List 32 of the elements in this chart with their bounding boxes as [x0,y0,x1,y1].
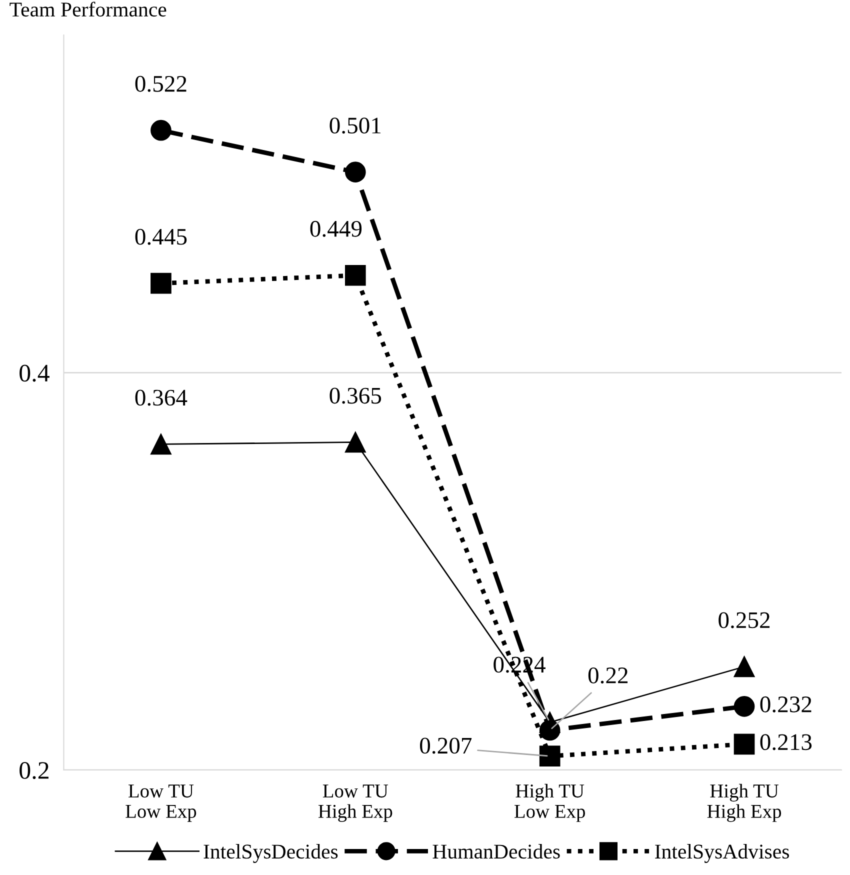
legend-label: IntelSysAdvises [655,844,789,863]
data-label: 0.22 [588,667,628,684]
data-label: 0.501 [330,118,381,134]
y-axis-title: Team Performance [10,2,166,17]
x-tick-label: High TU Low Exp [514,784,585,822]
data-label: 0.365 [330,388,382,404]
y-tick-label: 0.2 [20,762,48,780]
point [344,162,366,182]
data-label: 0.232 [760,696,812,712]
point [150,272,172,294]
data-label: 0.449 [310,220,362,237]
data-label: 0.364 [135,390,188,406]
point [734,734,755,755]
point [539,720,560,741]
y-tick-label: 0.4 [20,364,50,382]
point [344,264,366,286]
point [150,434,172,455]
legend-label: HumanDecides [432,844,560,859]
data-label: 0.207 [420,738,472,754]
data-label: 0.252 [718,612,770,628]
x-tick-label: Low TU High Exp [318,784,392,822]
point [344,432,366,453]
point [734,656,755,678]
x-tick-label: Low TU Low Exp [126,784,196,822]
legend-label: IntelSysDecides [204,844,338,863]
point [150,120,172,141]
x-tick-label: High TU High Exp [707,784,782,822]
data-label: 0.213 [760,734,812,750]
data-label: 0.445 [135,228,187,245]
data-label: 0.522 [135,76,186,92]
point [539,746,560,767]
point [734,696,755,717]
